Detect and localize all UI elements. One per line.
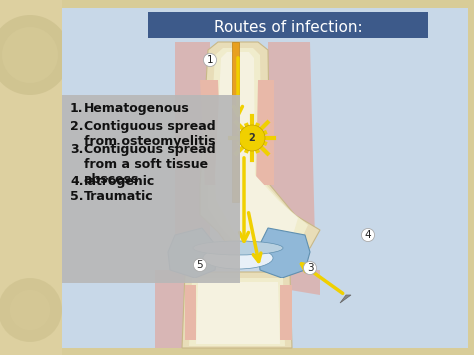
- Text: 1: 1: [207, 55, 213, 65]
- Polygon shape: [196, 282, 280, 344]
- Polygon shape: [200, 42, 320, 252]
- Text: 2: 2: [249, 133, 255, 143]
- Ellipse shape: [193, 241, 283, 255]
- Bar: [232, 42, 239, 202]
- Text: 3.: 3.: [70, 143, 83, 156]
- Text: 1.: 1.: [70, 102, 83, 115]
- Circle shape: [2, 27, 58, 83]
- Bar: [148, 12, 428, 38]
- Polygon shape: [175, 42, 210, 240]
- Polygon shape: [185, 285, 196, 340]
- Text: 5: 5: [197, 260, 203, 270]
- Polygon shape: [340, 295, 351, 303]
- Text: 2.: 2.: [70, 120, 83, 133]
- Text: Contiguous spread
from a soft tissue
abscess: Contiguous spread from a soft tissue abs…: [84, 143, 216, 186]
- Circle shape: [0, 278, 62, 342]
- Text: Hematogenous: Hematogenous: [84, 102, 190, 115]
- Circle shape: [0, 15, 70, 95]
- Polygon shape: [200, 80, 222, 185]
- Polygon shape: [268, 42, 315, 240]
- Bar: [62, 95, 240, 283]
- Text: Iatrogenic: Iatrogenic: [84, 175, 155, 188]
- Polygon shape: [258, 228, 310, 278]
- Polygon shape: [215, 52, 298, 242]
- Text: Traumatic: Traumatic: [84, 190, 154, 203]
- Circle shape: [239, 125, 265, 151]
- Text: Routes of infection:: Routes of infection:: [214, 20, 362, 34]
- Polygon shape: [256, 80, 274, 185]
- Text: Contiguous spread
from osteomyelitis: Contiguous spread from osteomyelitis: [84, 120, 216, 148]
- Ellipse shape: [203, 247, 273, 269]
- Text: 4: 4: [365, 230, 371, 240]
- Polygon shape: [290, 270, 320, 295]
- Polygon shape: [189, 278, 285, 346]
- Circle shape: [10, 290, 50, 330]
- Polygon shape: [182, 272, 292, 348]
- Bar: [0, 0, 62, 355]
- Polygon shape: [280, 285, 292, 340]
- Bar: [62, 8, 468, 348]
- Text: 3: 3: [307, 263, 313, 273]
- Polygon shape: [155, 270, 190, 348]
- Text: 5.: 5.: [70, 190, 83, 203]
- Text: 4.: 4.: [70, 175, 83, 188]
- Polygon shape: [208, 48, 308, 246]
- Polygon shape: [168, 228, 218, 278]
